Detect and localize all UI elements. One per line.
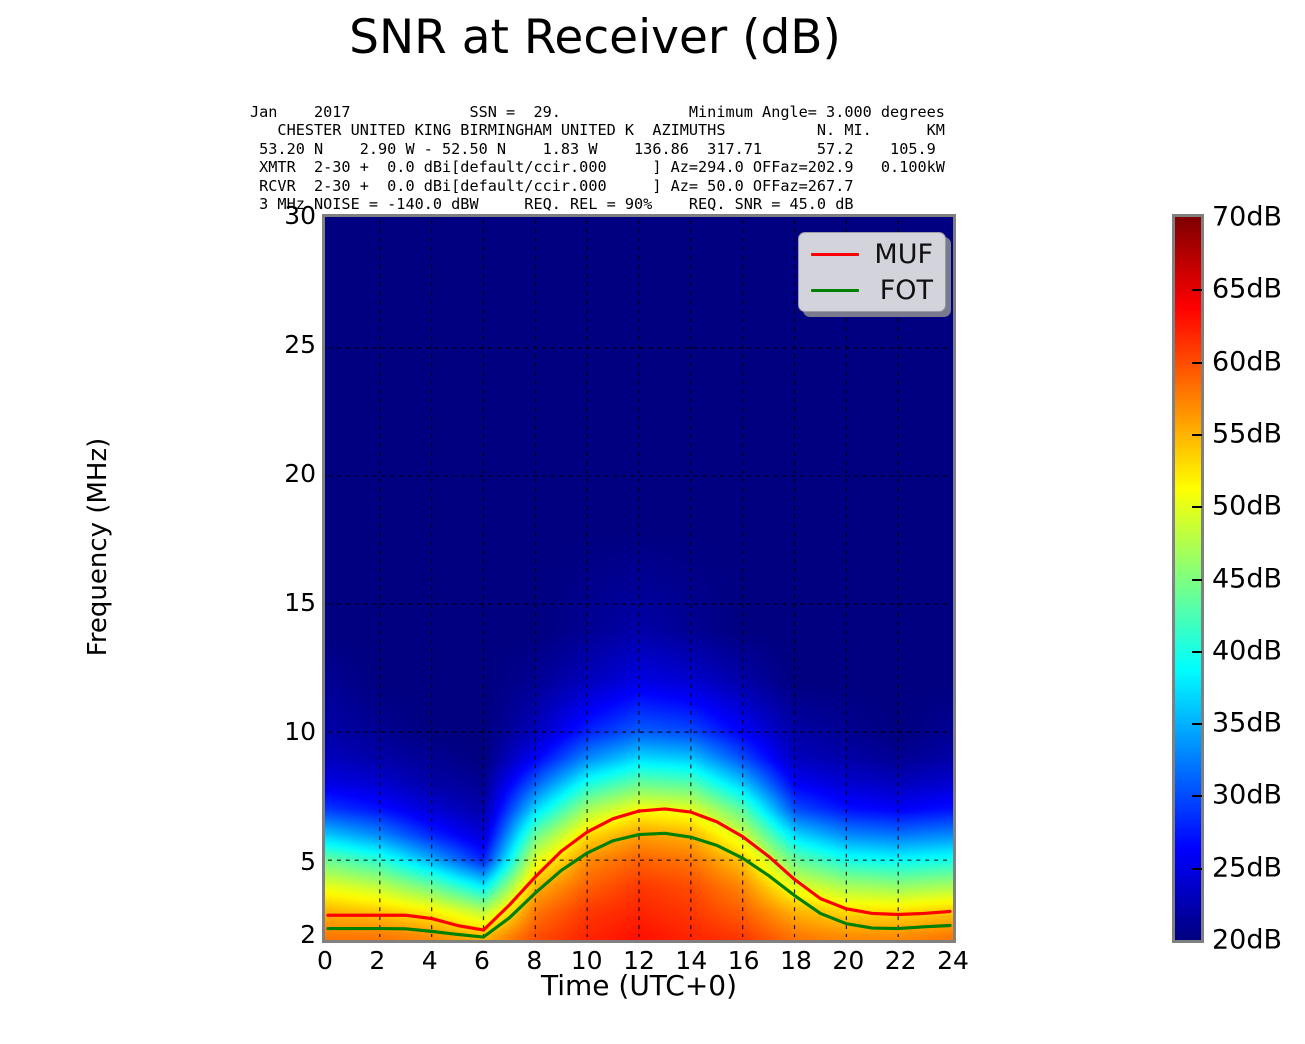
- x-tick-12: 12: [623, 946, 655, 975]
- colorbar-tick-label-40: 40dB: [1212, 635, 1283, 667]
- colorbar-tick-label-45: 45dB: [1212, 563, 1283, 594]
- colorbar-tick-mark-45: [1192, 578, 1202, 581]
- colorbar-tick-mark-65: [1192, 289, 1202, 292]
- curve-muf: [326, 807, 952, 932]
- y-axis-tick-labels: 5 10 15 20 25 30 2: [258, 0, 316, 1044]
- x-tick-4: 4: [421, 946, 438, 975]
- y-tick-20: 20: [284, 459, 316, 489]
- header-line-4: RCVR 2-30 + 0.0 dBi[default/ccir.000 ] A…: [250, 176, 854, 195]
- legend-label-fot: FOT: [879, 274, 933, 306]
- colorbar-tick-label-25: 25dB: [1212, 852, 1283, 884]
- x-tick-14: 14: [675, 946, 708, 975]
- x-tick-20: 20: [832, 946, 865, 975]
- colorbar-tick-mark-50: [1192, 506, 1202, 509]
- y-tick-5: 5: [300, 846, 316, 876]
- header-line-1: CHESTER UNITED KING BIRMINGHAM UNITED K …: [250, 121, 945, 140]
- legend-swatch-fot: [811, 288, 859, 292]
- colorbar-tick-label-65: 65dB: [1212, 273, 1283, 305]
- colorbar-tick-mark-30: [1192, 795, 1202, 798]
- plot-gridlines: [327, 219, 951, 938]
- x-tick-2: 2: [369, 946, 386, 975]
- muf-fot-curves: [326, 807, 952, 939]
- y-tick-10: 10: [284, 717, 316, 747]
- colorbar-tick-label-60: 60dB: [1212, 346, 1283, 378]
- x-axis-title: Time (UTC+0): [540, 969, 738, 1002]
- x-axis-tick-labels: 0 2 4 6 8 10 12 14 16 18 20 22 24: [0, 946, 1305, 982]
- x-tick-24: 24: [937, 946, 969, 975]
- colorbar-tick-label-30: 30dB: [1212, 779, 1283, 811]
- y-tick-30: 30: [284, 201, 316, 230]
- page-title: SNR at Receiver (dB): [349, 10, 841, 65]
- colorbar-tick-label-20: 20dB: [1212, 924, 1283, 956]
- x-tick-16: 16: [727, 946, 760, 975]
- x-tick-22: 22: [884, 946, 917, 975]
- colorbar-tick-mark-40: [1192, 650, 1202, 653]
- y-tick-25: 25: [284, 330, 316, 360]
- colorbar-tick-mark-55: [1192, 433, 1202, 436]
- y-tick-2: 2: [300, 920, 316, 949]
- x-tick-8: 8: [526, 946, 543, 975]
- colorbar-tick-labels: 70dB 65dB 60dB 55dB 50dB 45dB 40dB 35dB 30dB 25dB…: [1172, 0, 1302, 1044]
- colorbar-tick-mark-25: [1192, 867, 1202, 870]
- header-line-3: XMTR 2-30 + 0.0 dBi[default/ccir.000 ] A…: [250, 158, 945, 177]
- y-tick-15: 15: [284, 588, 316, 618]
- colorbar-tick-label-70: 70dB: [1212, 201, 1283, 233]
- curve-fot: [326, 831, 952, 939]
- header-line-5: 3 MHz NOISE = -140.0 dBW REQ. REL = 90% …: [250, 195, 854, 214]
- legend-swatch-muf: [811, 252, 859, 256]
- legend-label-muf: MUF: [874, 238, 933, 270]
- colorbar-tick-mark-35: [1192, 723, 1202, 726]
- heatmap-plot-area: MUF FOT: [322, 214, 956, 943]
- colorbar-tick-label-50: 50dB: [1212, 490, 1283, 522]
- header-line-2: 53.20 N 2.90 W - 52.50 N 1.83 W 136.86 3…: [250, 139, 936, 158]
- legend-item-muf[interactable]: MUF: [799, 237, 945, 271]
- colorbar-tick-mark-60: [1192, 361, 1202, 364]
- legend[interactable]: MUF FOT: [798, 232, 946, 312]
- x-tick-6: 6: [474, 946, 490, 975]
- header-line-0: Jan 2017 SSN = 29. Minimum Angle= 3.000 …: [250, 103, 945, 121]
- y-axis-title: Frequency (MHz): [83, 437, 113, 657]
- legend-item-fot[interactable]: FOT: [799, 273, 945, 307]
- x-tick-10: 10: [570, 946, 603, 975]
- colorbar-tick-label-35: 35dB: [1212, 707, 1283, 739]
- colorbar-tick-label-55: 55dB: [1212, 418, 1283, 450]
- run-parameters-header: Jan 2017 SSN = 29. Minimum Angle= 3.000 …: [250, 103, 945, 213]
- x-tick-0: 0: [317, 946, 333, 975]
- x-tick-18: 18: [780, 946, 812, 975]
